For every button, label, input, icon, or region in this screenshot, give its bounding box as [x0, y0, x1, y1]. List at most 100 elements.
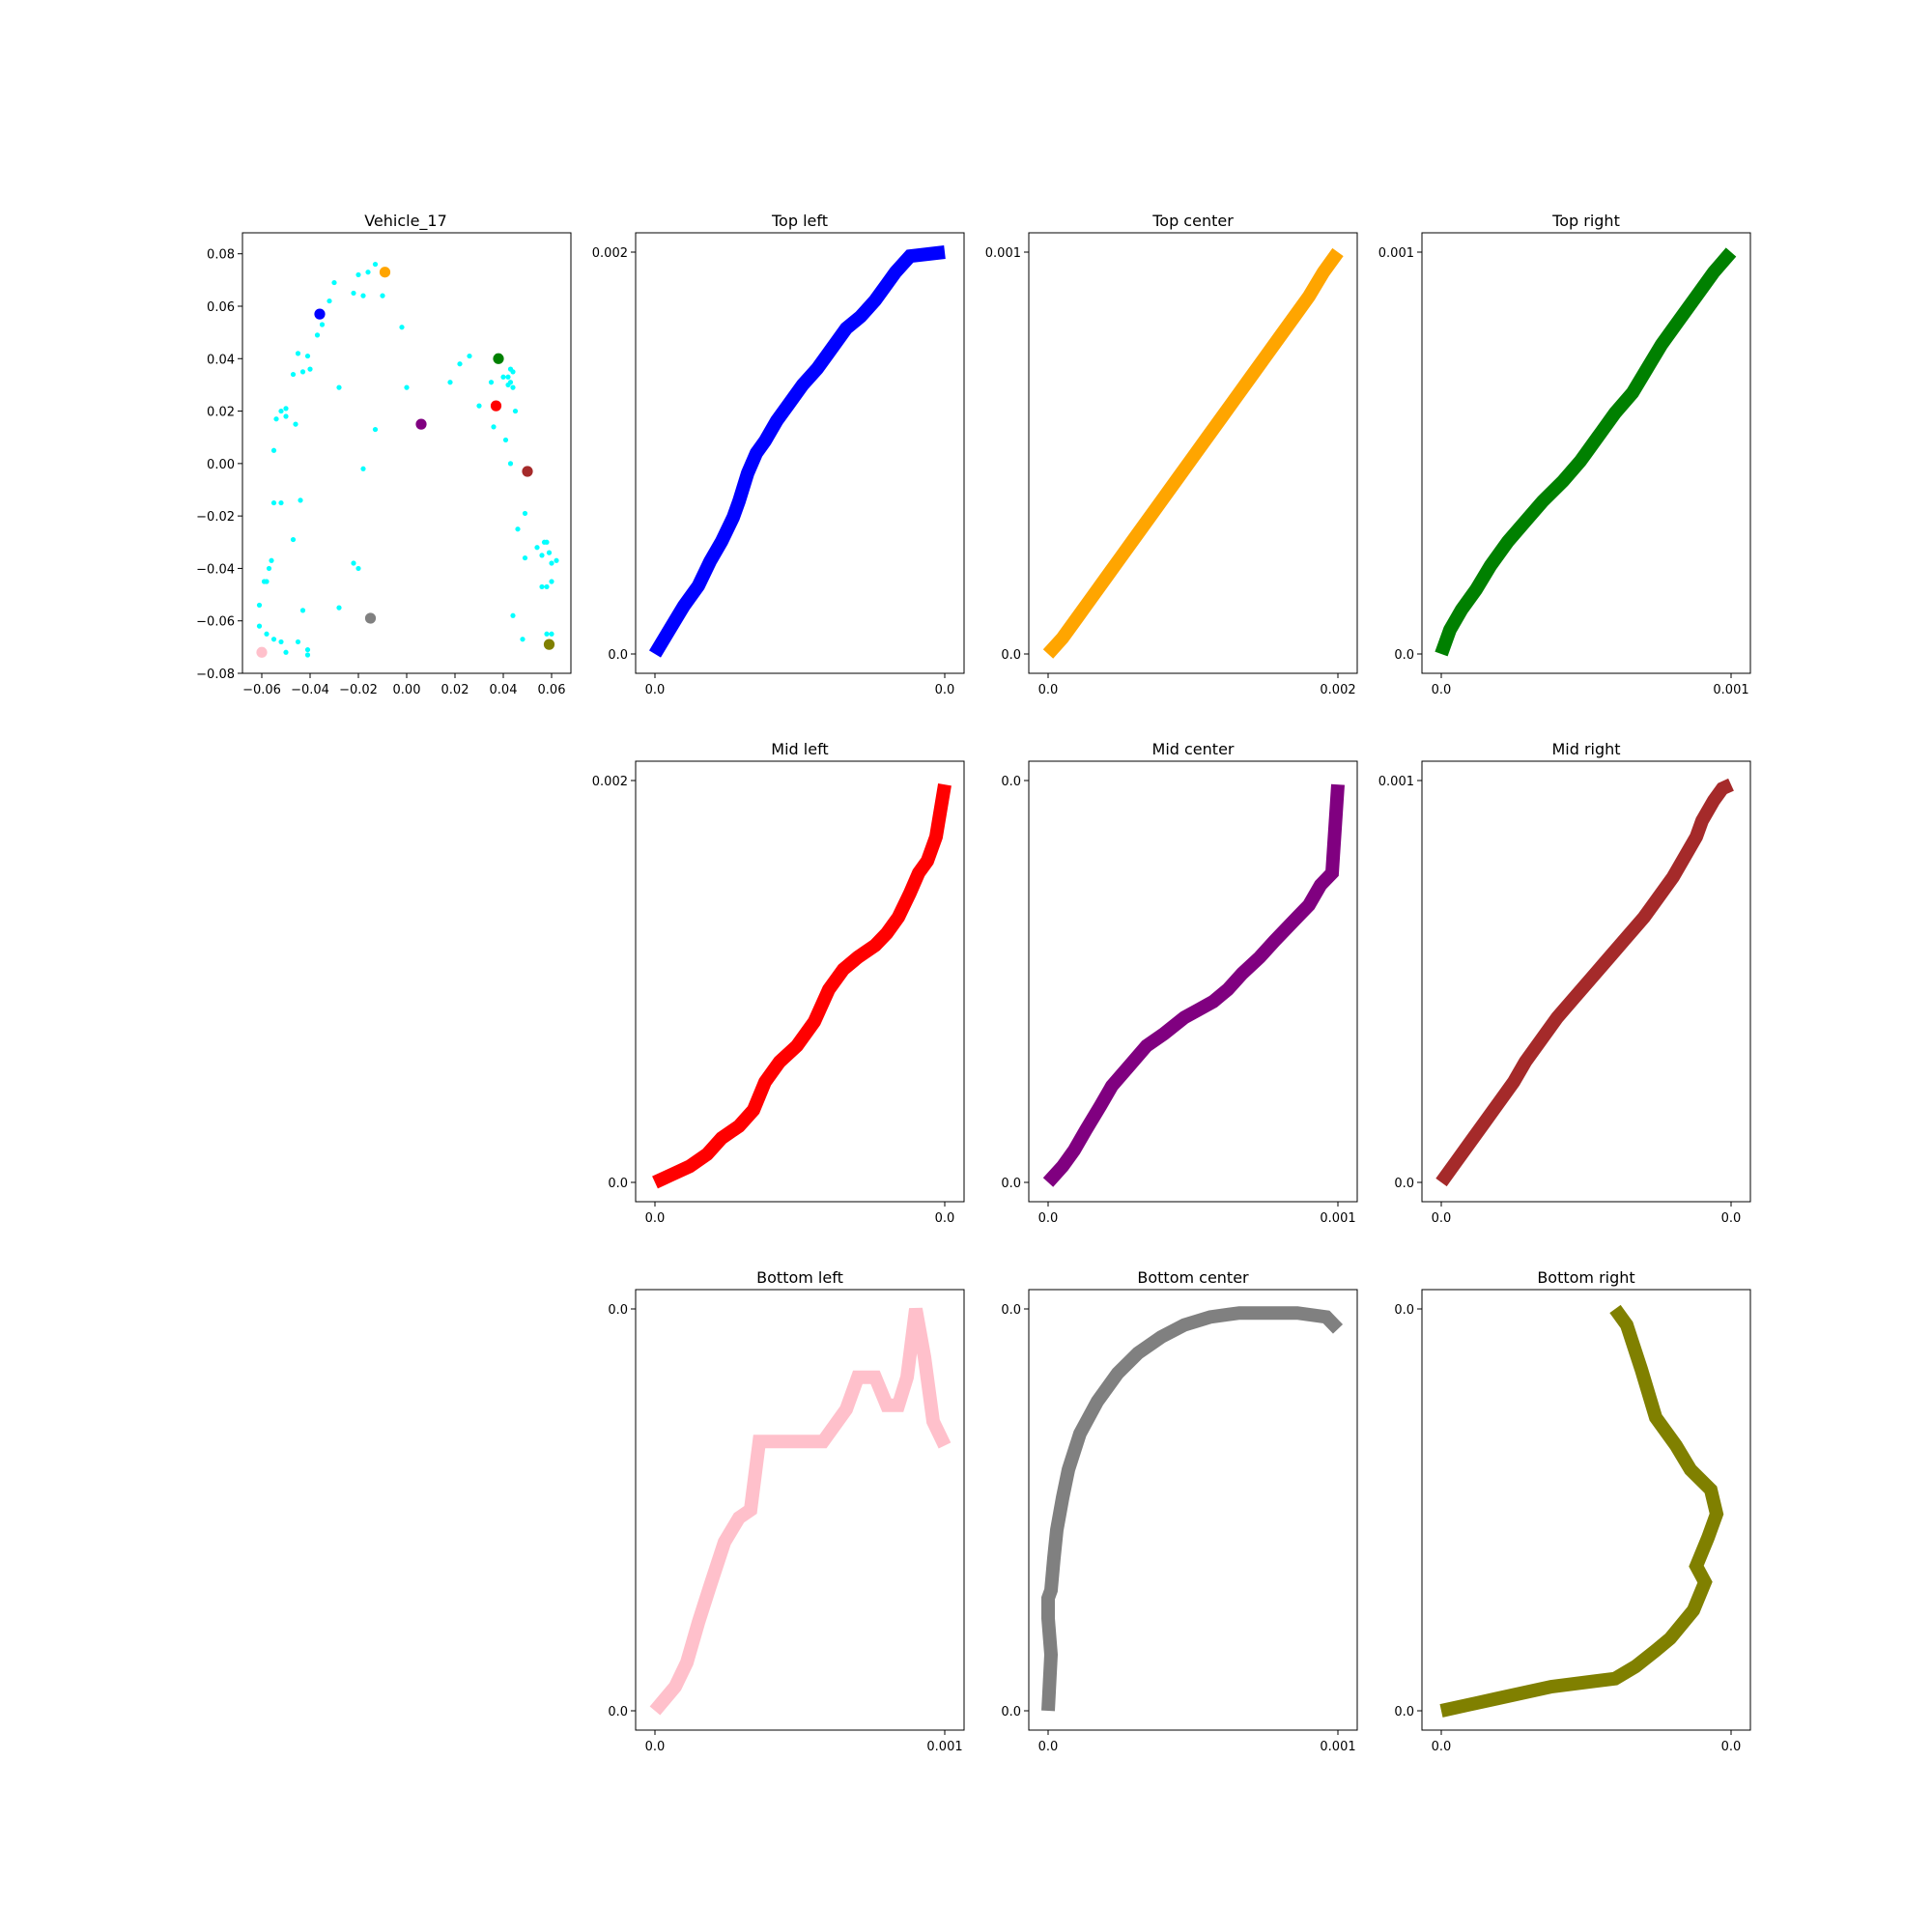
axes-frame — [1421, 760, 1751, 1203]
data-point — [314, 308, 326, 320]
data-point — [283, 406, 289, 412]
data-point — [351, 560, 356, 566]
y-tick-label: 0.0 — [1001, 775, 1021, 789]
data-point — [522, 554, 528, 561]
panel-top-center: Top center 0.0 0.002 0.0 0.001 — [985, 212, 1358, 697]
plot-area — [649, 1307, 952, 1716]
x-tick-label: 0.001 — [1320, 1740, 1355, 1754]
chart-title: Mid center — [1152, 740, 1235, 758]
data-point — [539, 553, 545, 558]
axes-frame — [1028, 232, 1358, 674]
data-point — [510, 369, 516, 375]
x-tick-label: −0.04 — [291, 683, 329, 697]
data-point — [505, 382, 511, 388]
series-line — [1041, 1306, 1344, 1712]
series-line — [652, 783, 952, 1189]
series-line — [1435, 247, 1737, 657]
series-line — [1042, 247, 1344, 659]
y-tick-label: 0.08 — [207, 248, 235, 263]
data-point — [351, 290, 356, 297]
data-point — [336, 384, 342, 390]
data-point — [314, 332, 321, 338]
series-line — [1435, 778, 1734, 1187]
y-tick-label: −0.02 — [196, 510, 235, 525]
x-tick-label: 0.002 — [1320, 683, 1355, 697]
plot-area — [256, 261, 559, 658]
data-point — [404, 384, 410, 390]
data-point — [512, 408, 519, 414]
data-point — [307, 366, 313, 372]
data-point — [457, 361, 463, 367]
y-tick-label: 0.06 — [207, 300, 235, 315]
x-tick-label: 0.0 — [645, 1211, 666, 1226]
data-point — [522, 510, 528, 517]
x-tick-label: 0.001 — [926, 1740, 962, 1754]
plot-area — [1041, 1306, 1344, 1712]
data-point — [539, 583, 545, 590]
data-point — [295, 639, 301, 645]
data-point — [299, 608, 306, 613]
data-point — [290, 536, 297, 543]
plot-area — [1439, 1304, 1724, 1718]
data-point — [256, 602, 263, 609]
axes-frame — [635, 760, 965, 1203]
data-point — [278, 639, 284, 645]
x-tick-label: 0.02 — [441, 683, 469, 697]
plot-area — [1435, 247, 1737, 657]
data-point — [336, 605, 342, 611]
data-point — [380, 293, 385, 298]
data-point — [502, 437, 509, 443]
axes-frame — [635, 1289, 965, 1731]
x-tick-label: 0.00 — [393, 683, 421, 697]
data-point — [273, 416, 279, 422]
y-tick-label: 0.0 — [1394, 648, 1414, 663]
x-tick-label: 0.0 — [1432, 683, 1452, 697]
data-point — [304, 353, 311, 359]
data-point — [399, 325, 405, 330]
x-tick-label: 0.06 — [538, 683, 566, 697]
chart-title: Bottom center — [1137, 1268, 1249, 1287]
data-point — [491, 424, 497, 430]
chart-title: Vehicle_17 — [364, 212, 447, 231]
plot-area — [652, 783, 952, 1189]
chart-title: Mid left — [771, 740, 828, 758]
data-point — [264, 579, 270, 584]
data-point — [544, 583, 550, 590]
data-point — [507, 461, 514, 467]
y-tick-label: 0.002 — [592, 246, 628, 261]
panel-mid-right: Mid right 0.0 0.0 0.0 0.001 — [1378, 740, 1751, 1226]
data-point — [304, 646, 311, 653]
data-point — [415, 418, 427, 430]
panel-bottom-center: Bottom center 0.0 0.001 0.0 0.0 — [1001, 1268, 1358, 1754]
axes-frame — [1028, 760, 1358, 1203]
data-point — [372, 426, 379, 433]
y-tick-label: −0.04 — [196, 562, 235, 577]
data-point — [331, 279, 337, 286]
data-point — [505, 374, 511, 380]
y-tick-label: −0.08 — [196, 668, 235, 682]
series-line — [1042, 783, 1345, 1187]
y-tick-label: 0.0 — [608, 1303, 628, 1318]
data-point — [360, 293, 366, 298]
chart-title: Bottom left — [756, 1268, 843, 1287]
x-tick-label: 0.0 — [1432, 1211, 1452, 1226]
data-point — [293, 421, 298, 427]
panel-bottom-left: Bottom left 0.0 0.001 0.0 0.0 — [608, 1268, 965, 1754]
x-tick-label: 0.0 — [1038, 683, 1059, 697]
data-point — [515, 526, 521, 532]
chart-title: Mid right — [1551, 740, 1620, 758]
data-point — [270, 499, 277, 506]
x-tick-label: 0.0 — [935, 1211, 955, 1226]
data-point — [283, 649, 289, 655]
axes-frame — [1421, 1289, 1751, 1731]
x-tick-label: 0.04 — [490, 683, 518, 697]
x-tick-label: 0.0 — [1721, 1211, 1742, 1226]
series-line — [1439, 1304, 1724, 1718]
y-tick-label: 0.001 — [985, 246, 1021, 261]
panel-mid-left: Mid left 0.0 0.0 0.0 0.002 — [592, 740, 965, 1226]
data-point — [549, 579, 554, 584]
x-tick-label: 0.0 — [1432, 1740, 1452, 1754]
y-tick-label: 0.002 — [592, 775, 628, 789]
data-point — [467, 353, 472, 359]
data-point — [534, 545, 540, 551]
